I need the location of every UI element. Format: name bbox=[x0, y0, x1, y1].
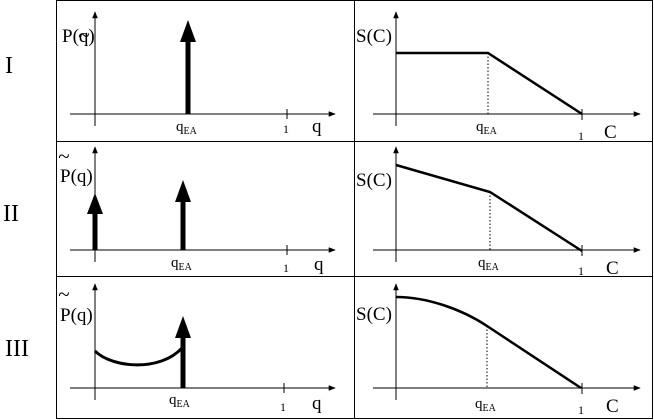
x-axis-label: q bbox=[312, 393, 322, 414]
x-axis-label: q bbox=[312, 116, 322, 137]
tick-label-qea: qEA bbox=[171, 255, 193, 273]
delta-peak-qea-arrowhead bbox=[175, 316, 191, 338]
delta-peak-zero-arrowhead bbox=[87, 193, 103, 214]
y-axis-label: S(C) bbox=[356, 170, 392, 191]
tick-label-one: 1 bbox=[578, 129, 584, 143]
y-axis-label: P(q) bbox=[62, 26, 95, 47]
tilde-mark: ~ bbox=[58, 282, 70, 306]
delta-peak-qea-arrowhead bbox=[175, 180, 191, 202]
row-label-1: I bbox=[5, 53, 13, 79]
tick-label-one: 1 bbox=[578, 403, 584, 417]
row-1-overlap-plot: S(C) qEA 1 C bbox=[356, 11, 641, 143]
row-2-overlap-plot: S(C) qEA 1 C bbox=[356, 146, 641, 279]
row-label-2: II bbox=[3, 201, 19, 227]
tick-label-qea: qEA bbox=[169, 392, 191, 410]
y-axis-label: S(C) bbox=[356, 304, 392, 325]
overlap-curve bbox=[395, 163, 583, 253]
tick-label-qea: qEA bbox=[476, 119, 498, 137]
continuous-distribution-curve bbox=[93, 346, 184, 367]
tick-label-qea: qEA bbox=[176, 119, 198, 137]
y-axis-label: P(q) bbox=[60, 305, 93, 326]
x-axis-label: C bbox=[606, 396, 619, 417]
overlap-curve bbox=[396, 51, 583, 116]
tick-label-one: 1 bbox=[283, 261, 289, 275]
row-3-distribution-plot: ~ P(q) qEA 1 q bbox=[58, 282, 336, 414]
y-axis-label: S(C) bbox=[356, 26, 392, 47]
tick-label-one: 1 bbox=[283, 122, 289, 136]
x-axis-label: q bbox=[314, 254, 324, 275]
table-grid bbox=[56, 0, 653, 419]
tick-label-qea: qEA bbox=[475, 396, 497, 414]
y-axis-label: P(q) bbox=[60, 166, 93, 187]
overlap-curve bbox=[395, 295, 582, 390]
row-2-distribution-plot: ~ P(q) qEA 1 q bbox=[58, 144, 336, 275]
tick-label-one: 1 bbox=[280, 400, 286, 414]
x-axis-label: C bbox=[604, 122, 617, 143]
tilde-mark: ~ bbox=[78, 23, 90, 47]
tick-label-one: 1 bbox=[578, 264, 584, 278]
tick-label-qea: qEA bbox=[478, 255, 500, 273]
row-1-distribution-plot: ~ P(q) qEA 1 q bbox=[62, 11, 336, 137]
row-label-3: III bbox=[5, 336, 29, 362]
tilde-mark: ~ bbox=[58, 144, 70, 168]
x-axis-label: C bbox=[606, 258, 619, 279]
row-3-overlap-plot: S(C) qEA 1 C bbox=[356, 283, 641, 417]
delta-peak-arrowhead bbox=[180, 20, 196, 42]
